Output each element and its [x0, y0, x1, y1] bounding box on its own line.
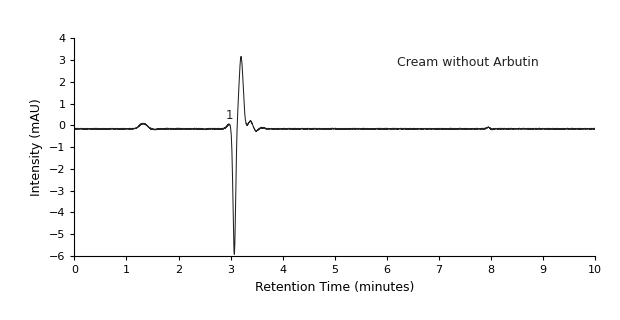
Text: Cream without Arbutin: Cream without Arbutin — [397, 56, 539, 69]
X-axis label: Retention Time (minutes): Retention Time (minutes) — [255, 281, 415, 293]
Y-axis label: Intensity (mAU): Intensity (mAU) — [30, 98, 43, 196]
Text: 1: 1 — [226, 108, 233, 122]
